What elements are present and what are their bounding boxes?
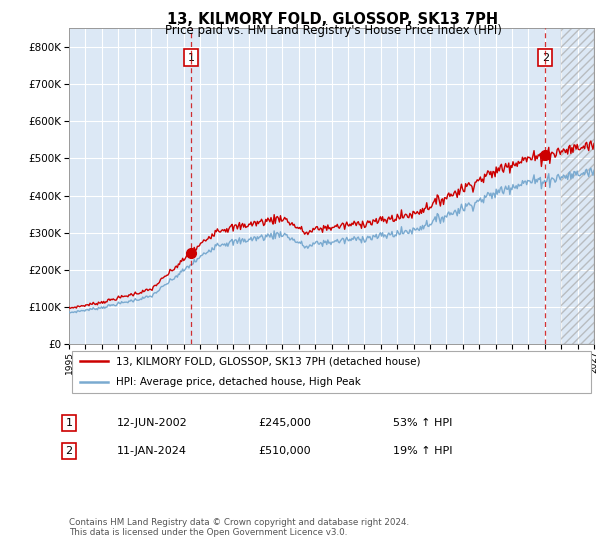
Text: 2: 2: [542, 53, 549, 63]
Text: HPI: Average price, detached house, High Peak: HPI: Average price, detached house, High…: [116, 377, 361, 388]
Text: Contains HM Land Registry data © Crown copyright and database right 2024.
This d: Contains HM Land Registry data © Crown c…: [69, 518, 409, 538]
Text: £245,000: £245,000: [258, 418, 311, 428]
Text: 1: 1: [188, 53, 194, 63]
Text: 11-JAN-2024: 11-JAN-2024: [117, 446, 187, 456]
Text: £510,000: £510,000: [258, 446, 311, 456]
Text: 12-JUN-2002: 12-JUN-2002: [117, 418, 188, 428]
Text: 13, KILMORY FOLD, GLOSSOP, SK13 7PH (detached house): 13, KILMORY FOLD, GLOSSOP, SK13 7PH (det…: [116, 356, 421, 366]
Text: 13, KILMORY FOLD, GLOSSOP, SK13 7PH: 13, KILMORY FOLD, GLOSSOP, SK13 7PH: [167, 12, 499, 27]
Text: Price paid vs. HM Land Registry's House Price Index (HPI): Price paid vs. HM Land Registry's House …: [164, 24, 502, 37]
Text: 1: 1: [65, 418, 73, 428]
Text: 53% ↑ HPI: 53% ↑ HPI: [393, 418, 452, 428]
Text: 2: 2: [65, 446, 73, 456]
Text: 19% ↑ HPI: 19% ↑ HPI: [393, 446, 452, 456]
FancyBboxPatch shape: [71, 351, 592, 393]
